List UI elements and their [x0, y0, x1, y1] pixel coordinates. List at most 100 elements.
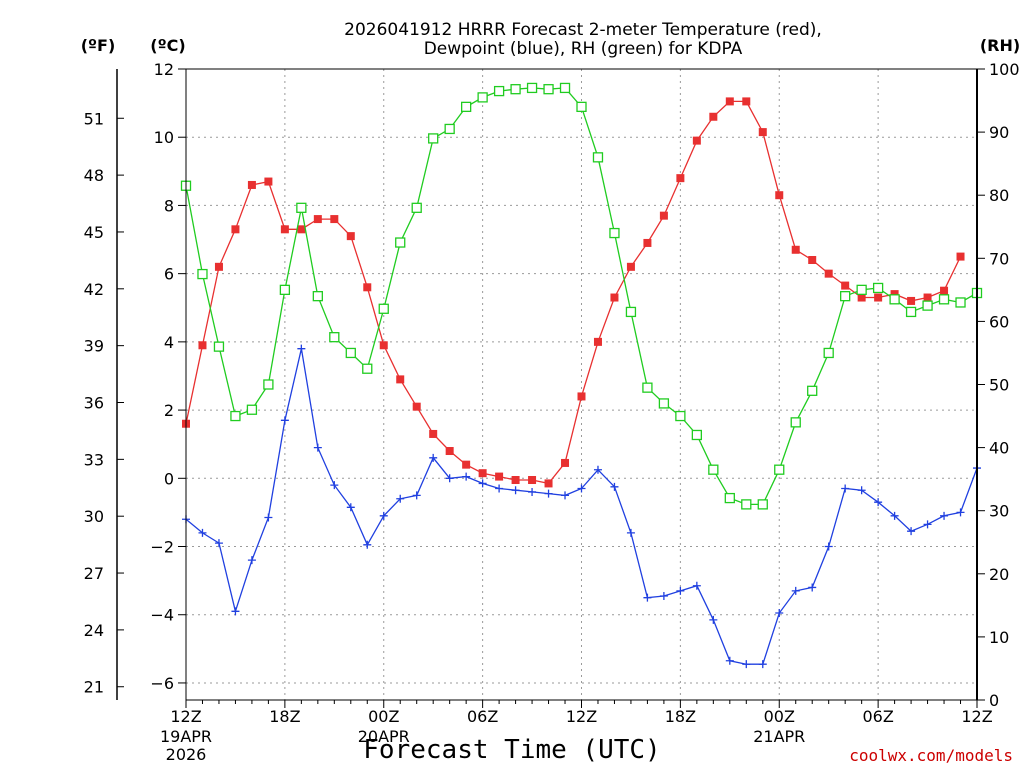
- dewpoint-point: [429, 453, 438, 462]
- temperature-point: [593, 337, 602, 346]
- dewpoint-point: [247, 556, 256, 565]
- dewpoint-point: [396, 494, 405, 503]
- dewpoint-point: [379, 511, 388, 520]
- fahrenheit-tick-label: 36: [84, 394, 104, 413]
- temperature-point: [511, 476, 520, 485]
- dewpoint-point: [330, 481, 339, 490]
- dewpoint-point: [198, 528, 207, 537]
- celsius-tick-label: 8: [164, 196, 174, 215]
- dewpoint-point: [495, 484, 504, 493]
- dewpoint-point: [874, 498, 883, 507]
- fahrenheit-unit-label: (ºF): [81, 36, 116, 55]
- fahrenheit-tick-label: 24: [84, 621, 104, 640]
- rh-point: [807, 385, 818, 396]
- fahrenheit-tick-label: 51: [84, 109, 104, 128]
- fahrenheit-tick-label: 27: [84, 564, 104, 583]
- rh-point: [576, 101, 587, 113]
- rh-point: [757, 499, 768, 510]
- rh-point: [362, 363, 373, 374]
- temperature-point: [346, 232, 355, 241]
- rh-point: [230, 410, 241, 422]
- rh-point: [708, 464, 719, 475]
- celsius-tick-label: −2: [150, 538, 174, 557]
- temperature-point: [429, 429, 438, 438]
- temperature-point: [643, 238, 652, 247]
- rh-point: [477, 92, 488, 103]
- time-tick-label: 12Z: [961, 707, 992, 726]
- celsius-tick-label: 4: [164, 333, 174, 352]
- rh-tick-label: 70: [989, 249, 1009, 268]
- temperature-point: [495, 472, 504, 481]
- dewpoint-point: [478, 479, 487, 488]
- dewpoint-point: [626, 528, 635, 537]
- temperature-point: [940, 286, 949, 295]
- x-axis-label: Forecast Time (UTC): [363, 735, 660, 765]
- dewpoint-point: [907, 527, 916, 536]
- chart-title-line-2: Dewpoint (blue), RH (green) for KDPA: [424, 39, 743, 59]
- dewpoint-point: [676, 586, 685, 595]
- rh-point: [213, 341, 225, 352]
- temperature-point: [692, 136, 701, 145]
- rh-point: [790, 417, 801, 428]
- dewpoint-point: [445, 474, 454, 483]
- rh-point: [428, 133, 439, 144]
- temperature-point: [577, 392, 586, 401]
- celsius-tick-label: −6: [150, 674, 174, 693]
- temperature-point: [462, 460, 471, 469]
- time-tick-label: 18Z: [269, 707, 300, 726]
- temperature-point: [478, 469, 487, 478]
- rh-point: [691, 429, 703, 441]
- fahrenheit-tick-label: 45: [84, 223, 104, 242]
- time-tick-sublabel: 19APR: [160, 727, 212, 746]
- celsius-tick-label: 0: [164, 469, 174, 488]
- rh-point: [856, 284, 867, 296]
- rh-tick-label: 20: [989, 565, 1009, 584]
- temperature-point: [824, 269, 833, 278]
- fahrenheit-tick-label: 30: [84, 507, 104, 526]
- dewpoint-point: [297, 344, 306, 353]
- time-tick-label: 00Z: [368, 707, 399, 726]
- fahrenheit-tick-label: 21: [84, 678, 104, 697]
- temperature-point: [890, 290, 899, 299]
- plot-frame: [185, 68, 978, 701]
- dewpoint-point: [659, 591, 668, 600]
- dewpoint-point: [742, 660, 751, 669]
- fahrenheit-tick-label: 48: [84, 166, 104, 185]
- rh-unit-label: (RH): [980, 36, 1020, 55]
- temperature-point: [544, 479, 553, 488]
- dewpoint-point: [890, 511, 899, 520]
- temperature-point: [874, 293, 883, 302]
- time-tick-label: 18Z: [665, 707, 696, 726]
- temperature-point: [445, 447, 454, 456]
- rh-tick-label: 30: [989, 502, 1009, 521]
- celsius-unit-label: (ºC): [150, 36, 185, 55]
- series-layer: [180, 82, 983, 669]
- dewpoint-point: [791, 586, 800, 595]
- rh-point: [774, 464, 785, 475]
- temperature-point: [379, 341, 388, 350]
- rh-tick-label: 90: [989, 123, 1009, 142]
- rh-point: [526, 82, 538, 94]
- dewpoint-point: [544, 489, 553, 498]
- fahrenheit-tick-label: 42: [84, 280, 104, 299]
- dewpoint-point: [824, 542, 833, 551]
- temperature-point: [247, 180, 256, 189]
- temperature-point: [198, 341, 207, 350]
- dewpoint-point: [280, 416, 289, 425]
- dewpoint-point: [264, 513, 273, 522]
- dewpoint-point: [692, 581, 701, 590]
- dewpoint-point: [643, 593, 652, 602]
- rh-point: [559, 82, 571, 94]
- dewpoint-point: [511, 486, 520, 495]
- rh-point: [872, 282, 884, 294]
- credit-text: coolwx.com/models: [849, 746, 1013, 765]
- dewpoint-point: [956, 508, 965, 517]
- rh-point: [329, 332, 340, 343]
- rh-point: [741, 499, 752, 510]
- dewpoint-point: [313, 443, 322, 452]
- time-tick-label: 06Z: [467, 707, 498, 726]
- rh-point: [905, 306, 917, 318]
- dewpoint-point: [940, 511, 949, 520]
- rh-point: [345, 347, 356, 359]
